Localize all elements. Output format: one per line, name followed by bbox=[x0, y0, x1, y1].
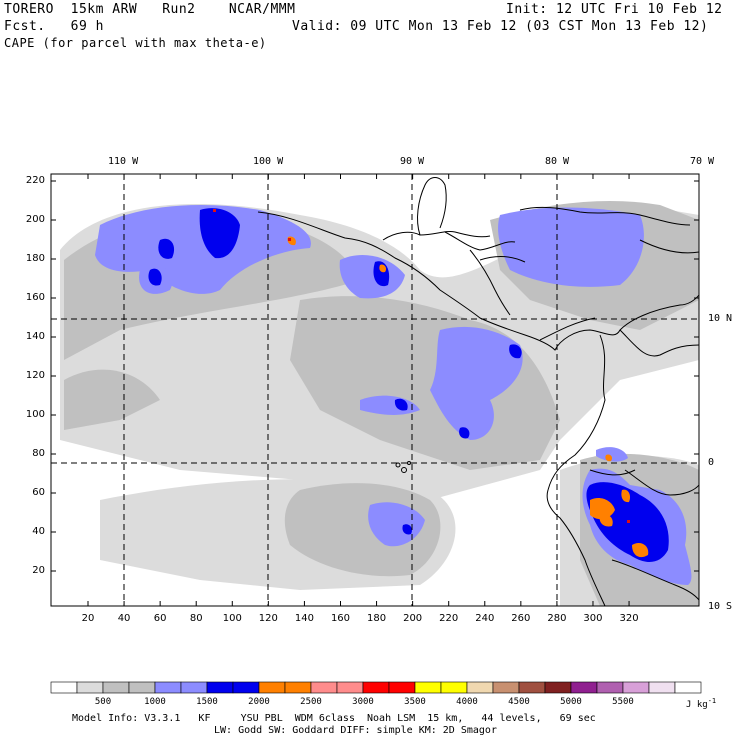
x-tick-label: 20 bbox=[81, 613, 95, 624]
lon-label-110w: 110 W bbox=[108, 156, 139, 167]
lon-label-70w: 70 W bbox=[690, 156, 715, 167]
y-tick-label: 20 bbox=[32, 565, 45, 576]
x-tick-label: 140 bbox=[294, 613, 314, 624]
colorbar-label: 2500 bbox=[300, 697, 322, 707]
y-tick-label: 140 bbox=[25, 331, 45, 342]
units-text: J kg bbox=[686, 700, 708, 710]
x-tick-label: 40 bbox=[117, 613, 131, 624]
x-tick-label: 280 bbox=[547, 613, 567, 624]
cape-red-dots bbox=[213, 209, 630, 523]
x-tick-label: 220 bbox=[439, 613, 459, 624]
colorbar-label: 2000 bbox=[248, 697, 270, 707]
x-axis-ticks bbox=[87, 174, 630, 606]
y-tick-label: 60 bbox=[32, 487, 45, 498]
colorbar-label: 5500 bbox=[612, 697, 634, 707]
colorbar-label: 1500 bbox=[196, 697, 218, 707]
x-tick-label: 200 bbox=[403, 613, 423, 624]
lat-label-10s: 10 S bbox=[708, 601, 733, 612]
forecast-hour: Fcst. 69 h bbox=[4, 19, 104, 34]
y-tick-label: 180 bbox=[25, 253, 45, 264]
y-tick-label: 120 bbox=[25, 370, 45, 381]
y-tick-label: 200 bbox=[25, 214, 45, 225]
lat-label-0: 0 bbox=[708, 457, 715, 468]
valid-time: Valid: 09 UTC Mon 13 Feb 12 (03 CST Mon … bbox=[292, 19, 709, 34]
x-tick-label: 240 bbox=[475, 613, 495, 624]
field-title: CAPE (for parcel with max theta-e) bbox=[4, 36, 267, 50]
colorbar-label: 4500 bbox=[508, 697, 530, 707]
model-info: Model Info: V3.3.1 KF YSU PBL WDM 6class… bbox=[72, 713, 596, 724]
x-tick-label: 300 bbox=[583, 613, 603, 624]
x-tick-label: 260 bbox=[511, 613, 531, 624]
coastlines bbox=[257, 177, 700, 607]
colorbar-label: 3500 bbox=[404, 697, 426, 707]
x-tick-label: 60 bbox=[153, 613, 167, 624]
lon-label-100w: 100 W bbox=[253, 156, 284, 167]
galapagos-islands bbox=[395, 461, 411, 473]
colorbar-label: 1000 bbox=[144, 697, 166, 707]
units-exponent: -1 bbox=[707, 697, 717, 705]
x-tick-label: 320 bbox=[619, 613, 639, 624]
lon-label-80w: 80 W bbox=[545, 156, 570, 167]
colorbar-label: 5000 bbox=[560, 697, 582, 707]
colorbar-label: 4000 bbox=[456, 697, 478, 707]
x-tick-label: 100 bbox=[222, 613, 242, 624]
y-axis-ticks bbox=[51, 180, 699, 572]
y-tick-label: 160 bbox=[25, 292, 45, 303]
physics-info: LW: Godd SW: Goddard DIFF: simple KM: 2D… bbox=[214, 725, 497, 736]
x-tick-label: 80 bbox=[189, 613, 203, 624]
lat-lon-grid bbox=[51, 174, 699, 606]
x-tick-label: 180 bbox=[367, 613, 387, 624]
lat-label-10n: 10 N bbox=[708, 313, 733, 324]
init-time: Init: 12 UTC Fri 10 Feb 12 bbox=[506, 2, 723, 17]
cape-orange-layer bbox=[287, 236, 649, 558]
x-tick-label: 120 bbox=[258, 613, 278, 624]
y-tick-label: 80 bbox=[32, 448, 45, 459]
map-frame bbox=[50, 173, 700, 607]
y-tick-label: 220 bbox=[25, 175, 45, 186]
x-tick-label: 160 bbox=[330, 613, 351, 624]
y-tick-label: 40 bbox=[32, 526, 45, 537]
model-title: TORERO 15km ARW Run2 NCAR/MMM bbox=[4, 2, 296, 17]
y-tick-label: 100 bbox=[25, 409, 45, 420]
colorbar-units: J kg-1 bbox=[686, 697, 716, 710]
colorbar-label: 500 bbox=[94, 697, 112, 707]
colorbar-label: 3000 bbox=[352, 697, 374, 707]
lon-label-90w: 90 W bbox=[400, 156, 425, 167]
